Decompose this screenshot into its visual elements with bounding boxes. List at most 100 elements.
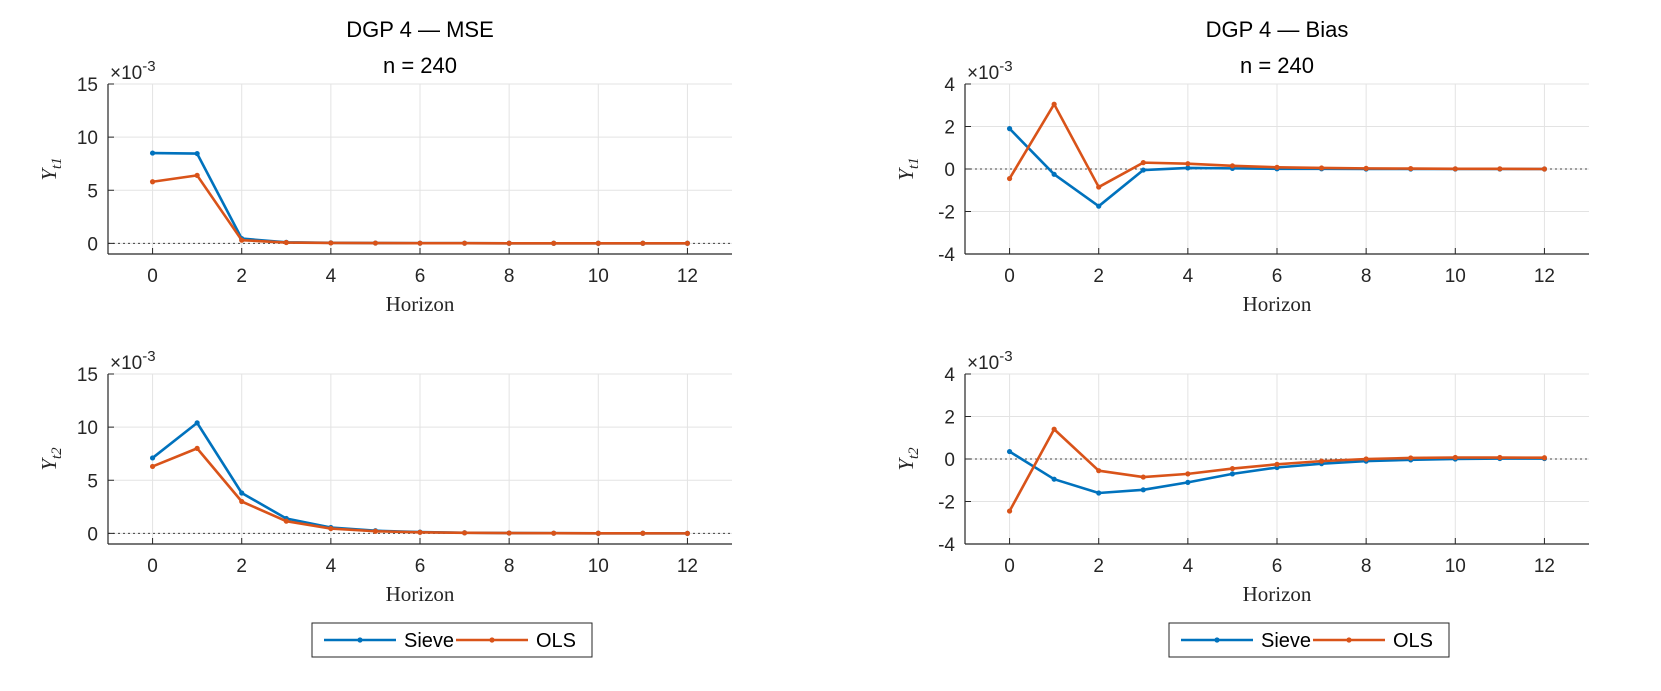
x-tick-label: 4 <box>326 266 337 287</box>
data-point-ols <box>1408 455 1414 461</box>
chart-subtitle: n = 240 <box>1240 53 1314 78</box>
axis-exponent-label: ×10-3 <box>967 58 1013 84</box>
data-point-ols <box>1408 165 1414 172</box>
y-tick-label: -2 <box>938 203 955 224</box>
data-point-sieve <box>194 150 200 157</box>
data-point-sieve <box>1140 487 1146 493</box>
data-point-ols <box>1541 455 1548 461</box>
data-point-ols <box>1140 160 1146 166</box>
y-tick-label: 10 <box>77 418 98 439</box>
x-tick-label: 6 <box>1272 556 1283 577</box>
data-point-ols <box>1497 454 1503 461</box>
legend-label: Sieve <box>1261 630 1311 652</box>
x-tick-label: 10 <box>1445 266 1466 287</box>
data-point-sieve <box>1096 490 1102 496</box>
x-tick-label: 2 <box>1093 556 1104 577</box>
y-tick-label: 4 <box>944 75 955 96</box>
data-point-ols <box>283 239 289 246</box>
data-point-ols <box>1318 458 1325 464</box>
x-tick-label: 4 <box>1183 266 1194 287</box>
chart-title: DGP 4 — MSE <box>346 17 494 42</box>
y-tick-label: -4 <box>938 245 955 266</box>
y-tick-label: -2 <box>938 493 955 514</box>
x-tick-label: 8 <box>504 266 515 287</box>
data-point-ols <box>1274 164 1280 170</box>
data-point-ols <box>1051 101 1057 107</box>
legend-1: Sieve OLS <box>311 622 593 658</box>
y-axis-label: Yt2 <box>894 447 922 471</box>
x-tick-label: 0 <box>147 266 158 287</box>
data-point-sieve <box>1006 126 1013 132</box>
y-tick-label: 0 <box>87 234 98 255</box>
y-tick-label: 5 <box>87 181 98 202</box>
x-tick-label: 8 <box>1361 266 1372 287</box>
data-point-ols <box>684 240 691 246</box>
data-point-ols <box>1452 166 1458 172</box>
data-point-sieve <box>1185 165 1191 171</box>
y-tick-label: 0 <box>87 524 98 545</box>
data-point-sieve <box>149 455 156 461</box>
chart-panel-1: 0 2 4 6 8 10 12 0 5 10 15 ×10-3 DGP 4 — MSE n = 240 Ho… <box>37 17 732 316</box>
data-point-ols <box>417 529 423 535</box>
x-tick-label: 8 <box>1361 556 1372 577</box>
y-tick-label: 15 <box>77 365 98 386</box>
data-point-ols <box>640 240 646 246</box>
legend-swatch-marker <box>489 637 495 643</box>
data-point-ols <box>1140 474 1146 480</box>
data-point-ols <box>1096 468 1102 474</box>
legend-swatch-marker <box>357 637 363 643</box>
data-point-ols <box>551 530 557 536</box>
data-point-sieve <box>1185 479 1191 485</box>
data-point-ols <box>595 530 601 536</box>
x-tick-label: 4 <box>326 556 337 577</box>
data-point-ols <box>239 237 245 243</box>
data-point-ols <box>372 240 379 246</box>
y-tick-label: 15 <box>77 75 98 96</box>
x-tick-label: 6 <box>415 266 426 287</box>
data-point-ols <box>1541 166 1548 172</box>
x-tick-label: 12 <box>677 266 698 287</box>
data-point-ols <box>328 240 334 246</box>
data-point-ols <box>283 518 289 524</box>
y-tick-label: 0 <box>944 160 955 181</box>
axis-exponent-label: ×10-3 <box>967 348 1013 374</box>
x-tick-label: 6 <box>1272 266 1283 287</box>
x-tick-label: 0 <box>1004 556 1015 577</box>
data-point-sieve <box>1006 448 1013 455</box>
legend-label: OLS <box>1393 630 1433 652</box>
x-tick-label: 6 <box>415 556 426 577</box>
y-tick-label: 5 <box>87 471 98 492</box>
data-point-ols <box>1363 456 1369 462</box>
legend-label: OLS <box>536 630 576 652</box>
x-tick-label: 2 <box>236 266 247 287</box>
chart-panel-3: 0 2 4 6 8 10 12 0 5 10 15 ×10-3 Horizon Yt2 <box>37 348 732 606</box>
x-axis-label: Horizon <box>1243 582 1312 606</box>
data-point-ols <box>1006 175 1013 182</box>
data-point-ols <box>461 530 468 536</box>
data-point-ols <box>1096 184 1102 190</box>
legend-label: Sieve <box>404 630 454 652</box>
data-point-ols <box>1318 165 1325 171</box>
data-point-ols <box>640 530 646 536</box>
data-point-ols <box>684 530 691 536</box>
x-tick-label: 4 <box>1183 556 1194 577</box>
data-point-ols <box>149 179 156 185</box>
axis-exponent-label: ×10-3 <box>110 58 156 84</box>
data-point-sieve <box>194 420 200 426</box>
y-axis-label: Yt1 <box>37 157 65 180</box>
legend-2: Sieve OLS <box>1168 622 1450 658</box>
chart-panel-2: 0 2 4 6 8 10 12 -4 -2 0 2 4 ×10-3 DGP 4 — Bias n = 240… <box>894 17 1589 316</box>
data-point-sieve <box>1096 203 1102 209</box>
chart-panel-4: 0 2 4 6 8 10 12 -4 -2 0 2 4 ×10-3 Horizon Yt2 <box>894 348 1589 606</box>
data-point-sieve <box>149 150 156 156</box>
axis-exponent-label: ×10-3 <box>110 348 156 374</box>
x-tick-label: 0 <box>147 556 158 577</box>
data-point-ols <box>1452 454 1458 461</box>
y-tick-label: -4 <box>938 535 955 556</box>
x-tick-label: 2 <box>236 556 247 577</box>
data-point-ols <box>1185 161 1191 167</box>
data-point-ols <box>506 240 512 246</box>
data-point-ols <box>1185 471 1191 477</box>
x-axis-label: Horizon <box>386 292 455 316</box>
data-point-ols <box>1497 166 1503 172</box>
